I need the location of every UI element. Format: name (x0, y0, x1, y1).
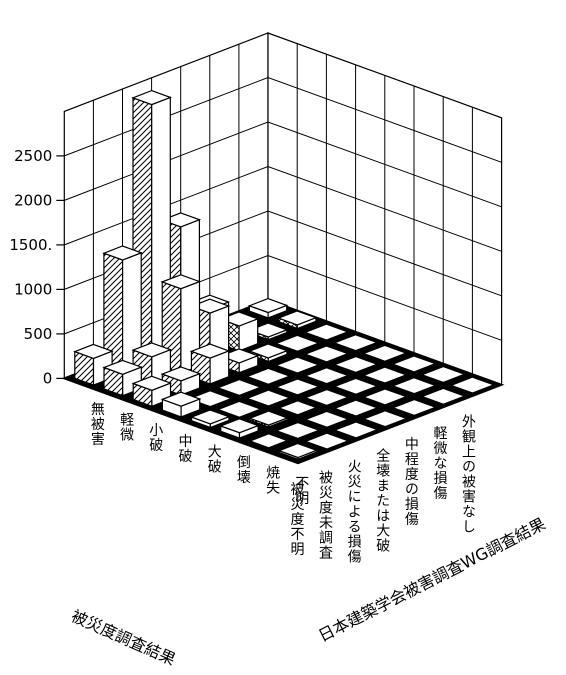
bar-top (247, 343, 289, 359)
col-label: 軽微 (118, 412, 134, 442)
y-tick-label: 0 (43, 369, 53, 387)
gridline-1500 (64, 165, 502, 252)
bar-top (131, 375, 173, 391)
floor-cell (307, 390, 347, 405)
floor-cell (190, 391, 230, 407)
col-label: 小破 (147, 423, 163, 453)
bar-top (276, 310, 318, 326)
floor-cell (248, 390, 289, 406)
floor-cell (277, 379, 318, 395)
gridline-2000 (64, 121, 502, 208)
floor-cell (394, 356, 434, 372)
bar-6-1 (248, 433, 290, 450)
bar-top (160, 366, 202, 382)
floor-cell (306, 324, 347, 340)
bar-top (189, 409, 231, 425)
row-label: 火災による損傷 (346, 459, 362, 564)
bar-6-0 (277, 442, 319, 461)
floor-cell (394, 400, 434, 415)
floor-cell (306, 346, 347, 362)
bar-2-5 (247, 343, 289, 363)
row-label: 軽微な損傷 (431, 426, 447, 501)
floor-cell (394, 378, 434, 394)
row-label: 中程度の損傷 (403, 437, 419, 527)
bar-top (160, 274, 202, 290)
floor-cell (307, 368, 347, 384)
bar-top (73, 343, 114, 360)
rows-axis-title: 被災度調査結果 (68, 606, 178, 669)
floor-cell (277, 335, 317, 351)
row-label: 被災度未調査 (317, 470, 333, 560)
floor-cell (307, 433, 347, 449)
y-tick-label: 2000 (14, 191, 52, 209)
row-label: 被災度不明 (288, 482, 304, 557)
floor-cell (219, 401, 259, 417)
bar-6-4 (160, 391, 202, 418)
floor-cell (336, 422, 376, 438)
bar-top (131, 89, 173, 106)
floor-cell (307, 411, 347, 427)
bar-6-2 (219, 418, 260, 439)
col-label: 焼失 (264, 465, 280, 495)
gridline-2500 (64, 76, 502, 163)
bar-6-3 (189, 409, 231, 429)
floor-cell (365, 367, 405, 383)
floor-cell (277, 357, 318, 373)
floor-cell (423, 367, 463, 382)
floor-cell (219, 380, 259, 395)
col-label: 中破 (177, 434, 193, 464)
floor-cell (365, 345, 405, 361)
floor-cell (336, 335, 376, 351)
floor-cell (336, 400, 376, 416)
y-tick-label: 500 (24, 325, 53, 343)
floor-cell (248, 368, 288, 384)
bar-top (247, 297, 289, 314)
bar-0-6 (276, 310, 318, 330)
bar-top (248, 433, 290, 449)
bar-4-2 (277, 400, 319, 417)
bar-top (102, 359, 144, 375)
row-label: 全壊または大破 (374, 447, 390, 553)
floor-cell (452, 377, 493, 393)
bar-5-7 (102, 245, 143, 375)
bar-top (248, 410, 289, 426)
col-label: 大破 (206, 444, 222, 474)
y-tick-label: 2500 (14, 147, 52, 165)
floor-cell (278, 423, 318, 438)
bars (73, 89, 319, 461)
floor-cell (423, 388, 463, 404)
col-label: 不明 (293, 476, 309, 506)
bar-top (189, 343, 231, 359)
floor-cell (365, 389, 405, 405)
bar-0-7 (247, 297, 289, 319)
bar-top (102, 245, 143, 261)
bar-top (219, 418, 260, 434)
floor-cell (336, 378, 376, 394)
bar-top (160, 391, 202, 407)
col-label: 無被害 (89, 402, 105, 447)
bar-top (277, 400, 319, 416)
col-label: 倒壊 (235, 455, 251, 485)
floor-cell (365, 411, 405, 427)
bar-top (131, 342, 173, 358)
y-tick-label: 1000 (14, 280, 52, 298)
bar-5-2 (248, 410, 289, 428)
row-label: 外観上の被害なし (460, 414, 476, 534)
floor-cell (336, 357, 376, 372)
y-tick-label: 1500. (9, 236, 52, 254)
bar-top (277, 442, 319, 459)
